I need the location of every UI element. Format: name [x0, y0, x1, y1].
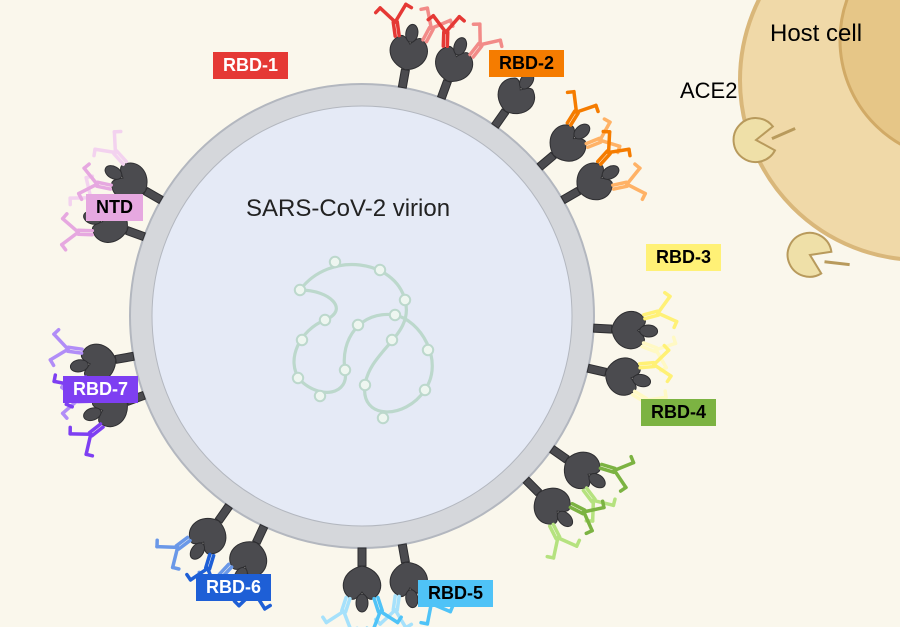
antibody-icon — [535, 517, 581, 560]
label-rbd6: RBD-6 — [196, 574, 271, 601]
diagram-canvas — [0, 0, 900, 627]
spike-protein — [424, 31, 481, 104]
label-rbd1: RBD-1 — [213, 52, 288, 79]
rna-bead — [315, 391, 325, 401]
rna-bead — [320, 315, 330, 325]
rna-bead — [295, 285, 305, 295]
rna-bead — [360, 380, 370, 390]
label-rbd5: RBD-5 — [418, 580, 493, 607]
rna-bead — [293, 373, 303, 383]
label-rbd2: RBD-2 — [489, 50, 564, 77]
rna-bead — [390, 310, 400, 320]
rna-bead — [400, 295, 410, 305]
virion-interior — [152, 106, 572, 526]
rna-bead — [375, 265, 385, 275]
host-cell-label: Host cell — [770, 20, 862, 48]
rna-bead — [378, 413, 388, 423]
label-rbd7: RBD-7 — [63, 376, 138, 403]
rna-bead — [340, 365, 350, 375]
spike-protein — [384, 21, 432, 91]
label-rbd3: RBD-3 — [646, 244, 721, 271]
label-ntd: NTD — [86, 194, 143, 221]
virion-label: SARS-CoV-2 virion — [246, 195, 450, 223]
spike-protein — [584, 350, 655, 401]
spike-group-rbd3-0 — [592, 288, 680, 373]
antibody-icon — [563, 489, 606, 535]
ace2-label: ACE2 — [680, 78, 737, 104]
rna-bead — [423, 345, 433, 355]
rna-bead — [353, 320, 363, 330]
rna-bead — [330, 257, 340, 267]
rna-bead — [297, 335, 307, 345]
label-rbd4: RBD-4 — [641, 399, 716, 426]
rna-bead — [420, 385, 430, 395]
rna-bead — [387, 335, 397, 345]
